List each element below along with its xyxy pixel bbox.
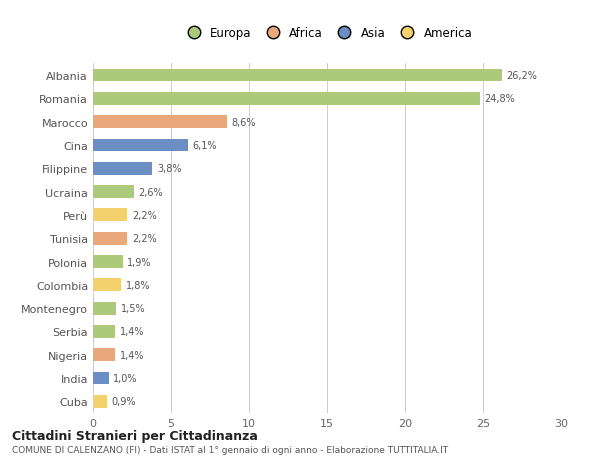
- Legend: Europa, Africa, Asia, America: Europa, Africa, Asia, America: [177, 22, 477, 45]
- Text: 8,6%: 8,6%: [232, 118, 256, 128]
- Text: Cittadini Stranieri per Cittadinanza: Cittadini Stranieri per Cittadinanza: [12, 429, 258, 442]
- Bar: [93, 395, 107, 408]
- Text: COMUNE DI CALENZANO (FI) - Dati ISTAT al 1° gennaio di ogni anno - Elaborazione : COMUNE DI CALENZANO (FI) - Dati ISTAT al…: [12, 445, 448, 454]
- Text: 2,6%: 2,6%: [138, 187, 163, 197]
- Text: 2,2%: 2,2%: [132, 234, 157, 244]
- Bar: [93, 209, 127, 222]
- Bar: [93, 93, 480, 106]
- Bar: [93, 256, 122, 269]
- Text: 1,5%: 1,5%: [121, 303, 146, 313]
- Bar: [93, 69, 502, 82]
- Bar: [93, 162, 152, 175]
- Text: 2,2%: 2,2%: [132, 210, 157, 220]
- Text: 1,0%: 1,0%: [113, 373, 138, 383]
- Bar: [93, 232, 127, 245]
- Bar: [93, 279, 121, 291]
- Bar: [93, 116, 227, 129]
- Bar: [93, 302, 116, 315]
- Text: 24,8%: 24,8%: [485, 94, 515, 104]
- Text: 26,2%: 26,2%: [506, 71, 537, 81]
- Bar: [93, 325, 115, 338]
- Text: 3,8%: 3,8%: [157, 164, 181, 174]
- Text: 1,9%: 1,9%: [127, 257, 152, 267]
- Text: 0,9%: 0,9%: [112, 397, 136, 407]
- Bar: [93, 186, 134, 199]
- Bar: [93, 348, 115, 361]
- Bar: [93, 372, 109, 385]
- Text: 1,4%: 1,4%: [119, 327, 144, 337]
- Text: 1,4%: 1,4%: [119, 350, 144, 360]
- Bar: [93, 139, 188, 152]
- Text: 6,1%: 6,1%: [193, 140, 217, 151]
- Text: 1,8%: 1,8%: [126, 280, 150, 290]
